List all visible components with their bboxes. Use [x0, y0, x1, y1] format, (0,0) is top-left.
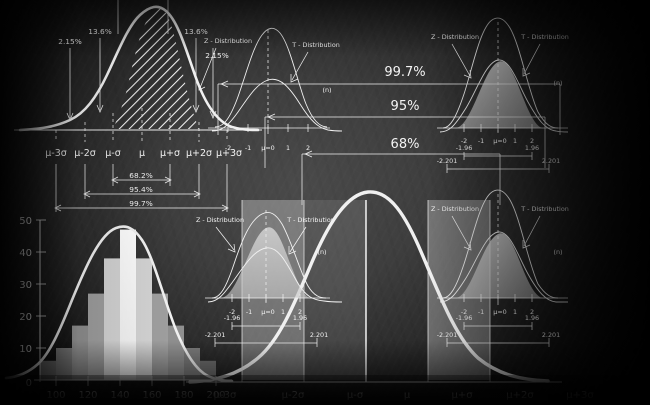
chalkboard-infographic: μ-3σ μ-2σ μ-σ μ μ+σ μ+2σ μ+3σ 2.15% 13.6… — [0, 0, 650, 405]
board-vignette-overlay — [0, 0, 650, 405]
